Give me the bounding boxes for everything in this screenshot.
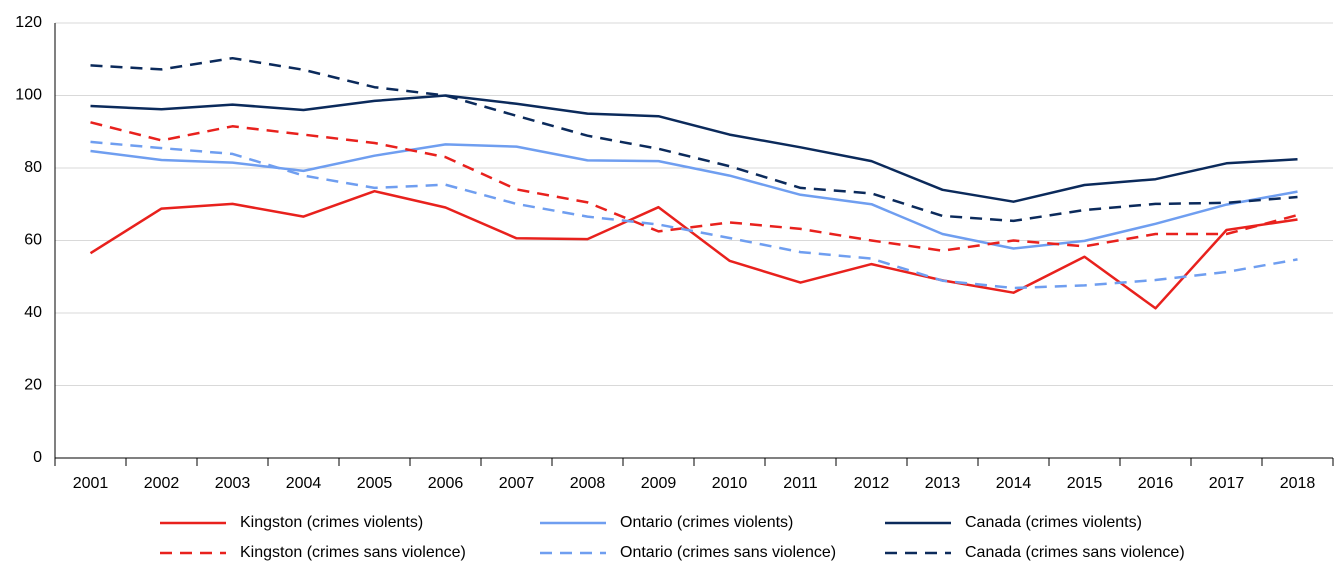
legend-label: Canada (crimes sans violence) [965, 544, 1185, 561]
series-line [90, 143, 1298, 250]
x-tick-label: 2017 [1209, 475, 1245, 492]
x-tick-label: 2012 [854, 475, 890, 492]
legend-label: Ontario (crimes violents) [620, 514, 793, 531]
y-tick-label: 60 [24, 232, 42, 249]
x-tick-label: 2008 [570, 475, 606, 492]
series-line [89, 189, 1298, 310]
x-tick-label: 2009 [641, 475, 677, 492]
x-tick-label: 2004 [286, 475, 322, 492]
x-tick-label: 2005 [357, 475, 393, 492]
x-tick-label: 2007 [499, 475, 535, 492]
legend-label: Canada (crimes violents) [965, 514, 1142, 531]
y-tick-label: 20 [24, 377, 42, 394]
legend-label: Kingston (crimes violents) [240, 514, 423, 531]
x-tick-label: 2002 [144, 475, 180, 492]
series-line [90, 94, 1298, 203]
x-tick-label: 2014 [996, 475, 1032, 492]
x-tick-label: 2013 [925, 475, 961, 492]
series-line [90, 140, 1298, 290]
x-tick-label: 2010 [712, 475, 748, 492]
x-tick-label: 2018 [1280, 475, 1316, 492]
y-tick-label: 80 [24, 159, 42, 176]
series-line [90, 56, 1298, 223]
x-tick-label: 2006 [428, 475, 464, 492]
legend-label: Kingston (crimes sans violence) [240, 544, 466, 561]
x-tick-label: 2016 [1138, 475, 1174, 492]
y-tick-label: 0 [33, 449, 42, 466]
x-tick-label: 2001 [73, 475, 109, 492]
x-tick-label: 2003 [215, 475, 251, 492]
x-tick-label: 2011 [783, 475, 818, 492]
y-tick-label: 120 [15, 14, 42, 31]
y-tick-label: 40 [24, 304, 42, 321]
x-tick-label: 2015 [1067, 475, 1103, 492]
series-line [90, 121, 1298, 252]
y-tick-label: 100 [15, 87, 42, 104]
legend-label: Ontario (crimes sans violence) [620, 544, 836, 561]
